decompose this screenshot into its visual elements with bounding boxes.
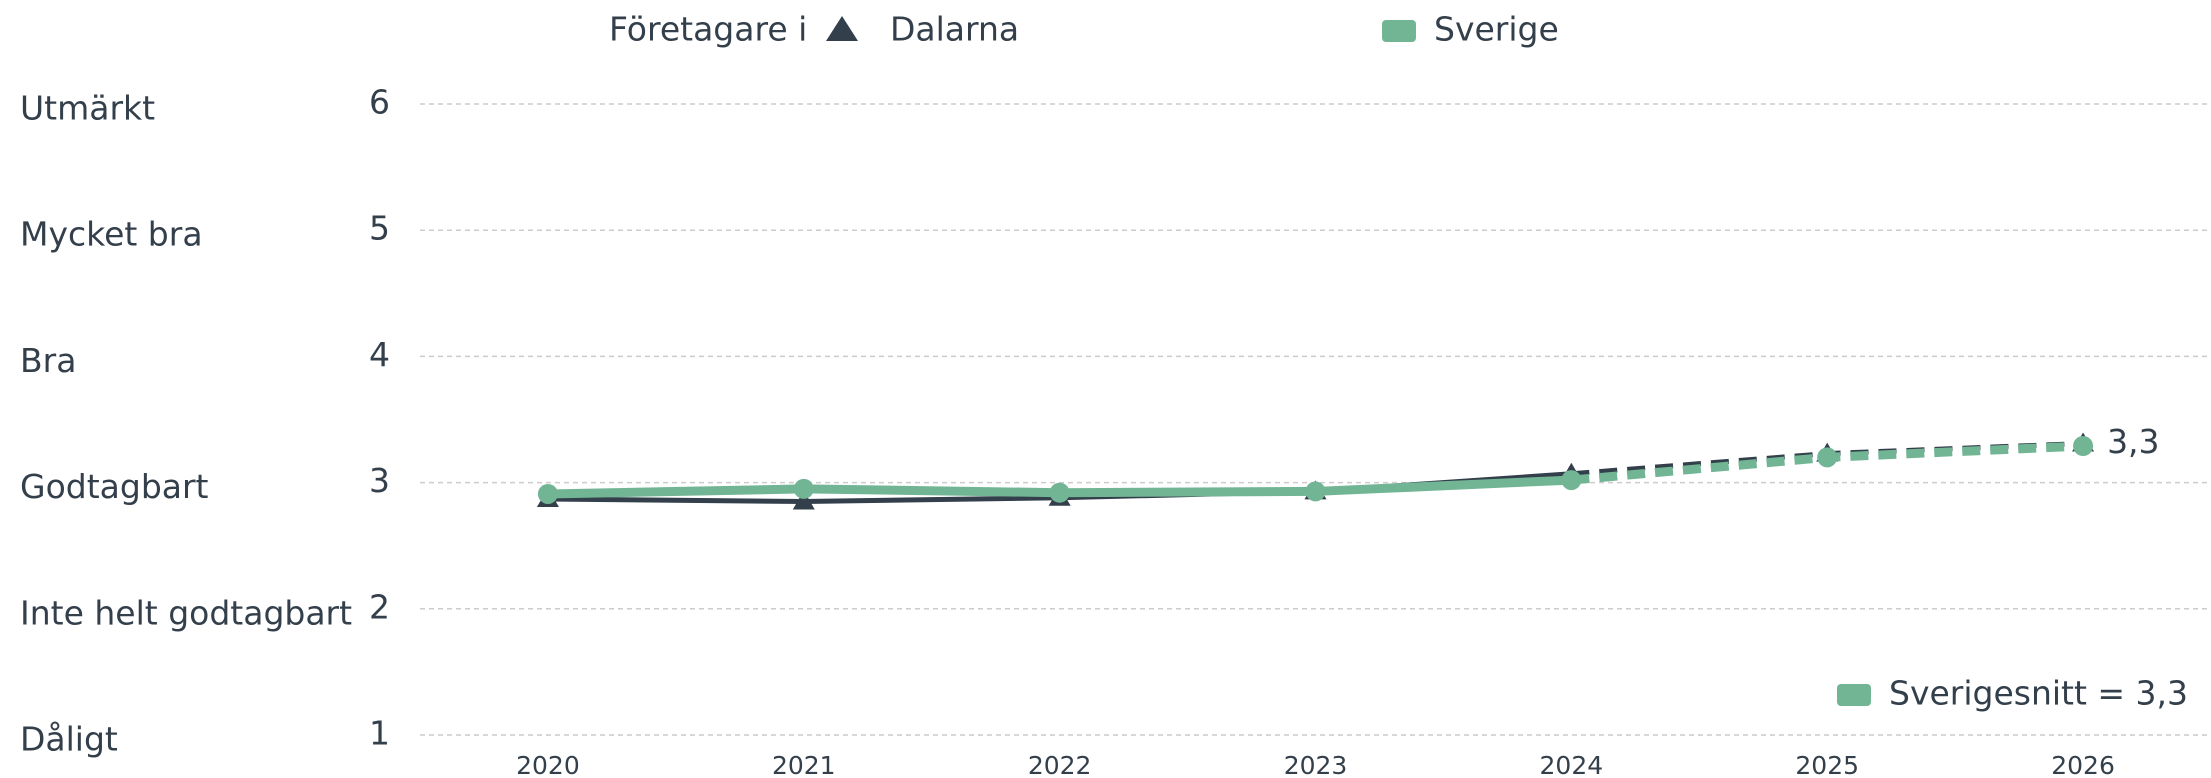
x-tick-label: 2025 (1795, 751, 1859, 778)
y-tick-label: 6 (369, 83, 390, 122)
legend-title: Företagare i (609, 10, 807, 49)
point-marker (1561, 470, 1582, 491)
y-tick-label: 3 (369, 461, 390, 500)
y-level-name: Inte helt godtagbart (20, 593, 352, 632)
point-marker (793, 478, 814, 499)
y-level-name: Dåligt (20, 720, 118, 759)
y-tick-label: 2 (369, 587, 390, 626)
y-level-name: Utmärkt (20, 89, 155, 128)
legend-label: Sverige (1434, 10, 1559, 49)
x-tick-label: 2022 (1028, 751, 1092, 778)
y-tick-label: 1 (369, 714, 390, 753)
data-label: 3,3 (2107, 422, 2159, 461)
x-tick-label: 2026 (2051, 751, 2115, 778)
legend-marker (826, 16, 858, 41)
point-marker (792, 490, 815, 510)
x-tick-label: 2021 (772, 751, 836, 778)
point-marker (1305, 481, 1326, 502)
annotation-swatch (1837, 684, 1871, 706)
x-tick-label: 2020 (516, 751, 580, 778)
point-marker (2073, 436, 2094, 457)
x-tick-label: 2023 (1284, 751, 1348, 778)
point-marker (1817, 447, 1838, 468)
point-marker (537, 483, 558, 504)
y-level-name: Godtagbart (20, 467, 209, 506)
legend-marker (1382, 20, 1416, 42)
y-tick-label: 5 (369, 209, 390, 248)
point-marker (1049, 482, 1070, 503)
annotation: Sverigesnitt = 3,3 (1889, 674, 2188, 713)
y-level-name: Mycket bra (20, 215, 203, 254)
y-tick-label: 4 (369, 335, 390, 374)
legend-label: Dalarna (890, 10, 1019, 49)
x-tick-label: 2024 (1540, 751, 1604, 778)
y-level-name: Bra (20, 341, 76, 380)
